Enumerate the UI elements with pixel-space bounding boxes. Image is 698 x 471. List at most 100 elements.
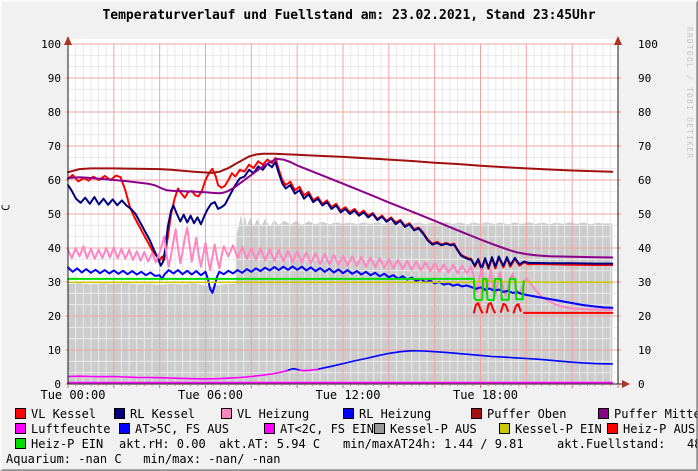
legend-swatch xyxy=(374,423,385,434)
legend-value: akt.Fuellstand: 48 xyxy=(557,437,698,451)
legend-row-4: Aquarium: -nan C min/max: -nan/ -nan xyxy=(1,452,697,466)
y-tick-label-left: 0 xyxy=(54,378,61,391)
y-tick-label-right: 100 xyxy=(638,38,658,51)
legend-item: Heiz-P EIN xyxy=(15,437,103,451)
legend-swatch xyxy=(471,408,482,419)
legend-item: Kessel-P AUS xyxy=(374,422,477,436)
legend-item: RL Heizung xyxy=(343,407,431,421)
legend-label: Luftfeuchte xyxy=(31,422,111,436)
legend-label: Heiz-P AUS xyxy=(623,422,696,436)
legend-label: min/maxAT24h: 1.44 / 9.81 xyxy=(343,437,524,451)
legend-swatch xyxy=(598,408,609,419)
legend-swatch xyxy=(15,438,26,449)
legend-label: Puffer Mitte xyxy=(614,407,698,421)
legend-label: AT>5C, FS AUS xyxy=(135,422,229,436)
series-heiz-p-aus-seg3 xyxy=(499,302,509,313)
legend-swatch xyxy=(499,423,510,434)
series-heiz-p-aus-seg1 xyxy=(472,302,484,314)
legend-item: AT>5C, FS AUS xyxy=(119,422,229,436)
y-tick-label-left: 30 xyxy=(48,276,61,289)
legend-swatch xyxy=(114,408,125,419)
series-rl-heizung xyxy=(67,265,614,309)
y-axis-unit-label: C xyxy=(0,204,13,211)
series-kessel-p-aus-area xyxy=(68,214,613,384)
y-tick-label-right: 10 xyxy=(638,344,651,357)
legend-label: AT<2C, FS EIN xyxy=(280,422,374,436)
series-rl-kessel xyxy=(67,161,614,270)
legend-item: Puffer Mitte xyxy=(598,407,698,421)
y-tick-label-right: 90 xyxy=(638,72,651,85)
series-at-unter-2c-seg1 xyxy=(67,369,288,380)
legend-item: Heiz-P AUS xyxy=(607,422,695,436)
y-tick-label-left: 80 xyxy=(48,106,61,119)
y-axis-arrow-right xyxy=(614,36,622,45)
legend-value: Aquarium: -nan C min/max: -nan/ -nan xyxy=(6,452,281,466)
legend-swatch xyxy=(15,423,26,434)
rrdtool-watermark: RRDTOOL / TOBI OETIKER xyxy=(685,27,694,160)
y-tick-label-right: 80 xyxy=(638,106,651,119)
y-tick-label-left: 10 xyxy=(48,344,61,357)
y-tick-label-left: 20 xyxy=(48,310,61,323)
y-tick-label-left: 70 xyxy=(48,140,61,153)
series-at-ueber-5c-seg1 xyxy=(286,367,301,372)
legend-value: akt.rH: 0.00 xyxy=(119,437,206,451)
series-heiz-p-aus-seg2 xyxy=(485,302,496,314)
legend-swatch xyxy=(607,423,618,434)
y-tick-label-left: 40 xyxy=(48,242,61,255)
legend-swatch xyxy=(343,408,354,419)
y-tick-label-right: 20 xyxy=(638,310,651,323)
legend-item: VL Kessel xyxy=(15,407,96,421)
legend-label: RL Heizung xyxy=(359,407,432,421)
legend-label: akt.rH: 0.00 xyxy=(119,437,206,451)
series-vl-heizung xyxy=(67,226,614,311)
legend-value: min/maxAT24h: 1.44 / 9.81 xyxy=(343,437,524,451)
y-tick-label-left: 60 xyxy=(48,174,61,187)
legend-label: VL Heizung xyxy=(237,407,310,421)
y-tick-label-right: 50 xyxy=(638,208,651,221)
y-tick-label-right: 0 xyxy=(638,378,645,391)
y-tick-label-left: 50 xyxy=(48,208,61,221)
legend-row-1: VL Kessel RL Kessel VL Heizung RL Heizung Pu… xyxy=(1,407,698,421)
legend-label: akt.AT: 5.94 C xyxy=(219,437,321,451)
series-puffer-mitte xyxy=(67,157,614,259)
y-tick-label-left: 90 xyxy=(48,72,61,85)
legend-item: Luftfeuchte xyxy=(15,422,110,436)
chart-canvas: 0 0 10 10 20 20 30 30 40 40 50 50 60 60 70 70 80 80 90 90 10… xyxy=(40,36,658,402)
series-puffer-oben xyxy=(67,152,614,174)
legend-label: akt.Fuellstand: 48 xyxy=(557,437,698,451)
y-tick-label-right: 60 xyxy=(638,174,651,187)
legend-item: VL Heizung xyxy=(221,407,309,421)
y-tick-label-left: 100 xyxy=(41,38,61,51)
legend-item: Kessel-P EIN xyxy=(499,422,602,436)
x-tick-label: Tue 18:00 xyxy=(453,388,518,402)
legend-label: Aquarium: -nan C min/max: -nan/ -nan xyxy=(6,452,281,466)
legend-label: VL Kessel xyxy=(31,407,97,421)
y-tick-label-right: 40 xyxy=(638,242,651,255)
chart-title: Temperaturverlauf und Fuellstand am: 23.… xyxy=(102,8,596,23)
series-at-unter-2c-seg2 xyxy=(298,368,319,372)
legend-row-3: Heiz-P EIN akt.rH: 0.00 akt.AT: 5.94 C min/… xyxy=(1,437,698,451)
y-tick-label-right: 30 xyxy=(638,276,651,289)
legend-row-2: Luftfeuchte AT>5C, FS AUS AT<2C, FS EIN Kes… xyxy=(1,422,697,436)
legend-value: akt.AT: 5.94 C xyxy=(219,437,320,451)
x-axis-arrow xyxy=(622,380,630,388)
x-tick-label: Tue 06:00 xyxy=(178,388,243,402)
x-tick-label: Tue 12:00 xyxy=(315,388,380,402)
legend-label: Puffer Oben xyxy=(487,407,567,421)
legend-item: RL Kessel xyxy=(114,407,195,421)
legend-swatch xyxy=(264,423,275,434)
series-at-ueber-5c-seg2 xyxy=(316,349,614,371)
legend-label: Heiz-P EIN xyxy=(31,437,104,451)
series-heiz-p-ein xyxy=(67,277,525,301)
legend-item: Puffer Oben xyxy=(471,407,566,421)
legend-label: RL Kessel xyxy=(130,407,196,421)
x-tick-label: Tue 00:00 xyxy=(40,388,105,402)
legend-swatch xyxy=(119,423,130,434)
legend-swatch xyxy=(221,408,232,419)
legend-item: AT<2C, FS EIN xyxy=(264,422,374,436)
legend-label: Kessel-P EIN xyxy=(515,422,602,436)
y-axis-arrow-left xyxy=(64,36,72,45)
legend-label: Kessel-P AUS xyxy=(390,422,477,436)
y-tick-label-right: 70 xyxy=(638,140,651,153)
